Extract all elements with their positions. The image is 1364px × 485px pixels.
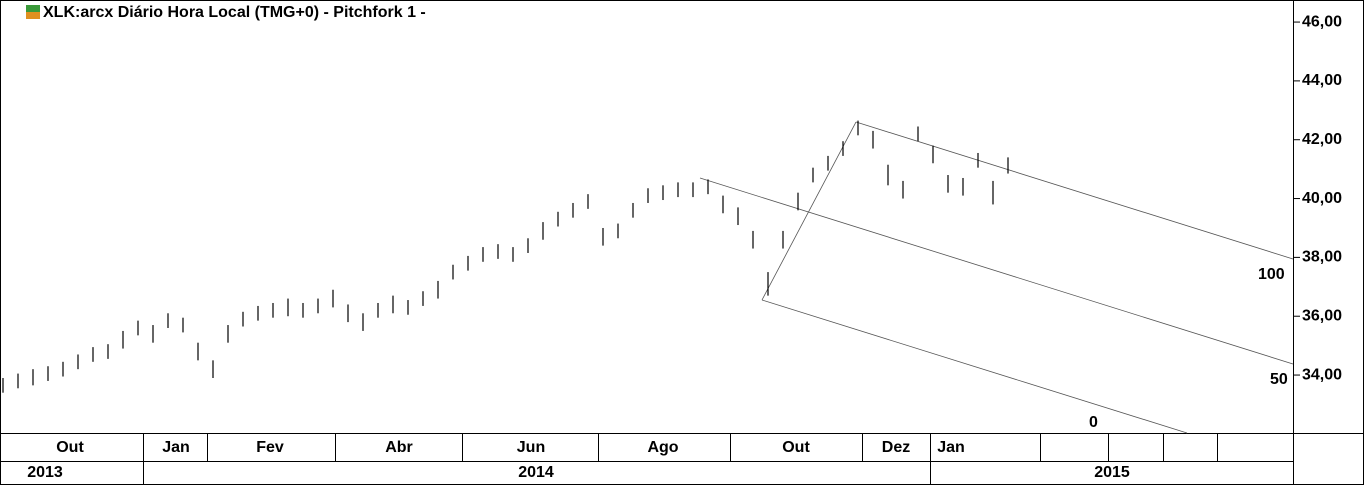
year-label: 2013: [27, 464, 63, 481]
pitchfork-level: 50: [1270, 371, 1288, 388]
month-label: Out: [56, 439, 84, 456]
pitchfork-upper: [855, 121, 1294, 260]
pitchfork: [699, 121, 1294, 434]
y-tick-label: 40,00: [1302, 190, 1342, 207]
y-tick-label: 44,00: [1302, 72, 1342, 89]
month-label: Ago: [647, 439, 678, 456]
month-label: Dez: [882, 439, 910, 456]
year-label: 2015: [1094, 464, 1130, 481]
chart-icon: [26, 5, 40, 19]
month-label: Jan: [162, 439, 190, 456]
y-tick-label: 34,00: [1302, 366, 1342, 383]
month-label: Out: [782, 439, 810, 456]
pitchfork-lower: [761, 299, 1188, 434]
pitchfork-handle: [761, 121, 857, 301]
pitchfork-median: [699, 177, 1294, 365]
month-label: Jun: [517, 439, 545, 456]
y-tick-label: 38,00: [1302, 249, 1342, 266]
month-label: Jan: [937, 439, 965, 456]
chart-title: XLK:arcx Diário Hora Local (TMG+0) - Pit…: [43, 4, 426, 21]
y-tick-label: 36,00: [1302, 307, 1342, 324]
year-label: 2014: [518, 464, 554, 481]
pitchfork-level: 0: [1089, 414, 1098, 431]
y-tick-label: 42,00: [1302, 131, 1342, 148]
pitchfork-level: 100: [1258, 266, 1285, 283]
y-tick-label: 46,00: [1302, 13, 1342, 30]
month-label: Fev: [256, 439, 284, 456]
month-label: Abr: [385, 439, 413, 456]
